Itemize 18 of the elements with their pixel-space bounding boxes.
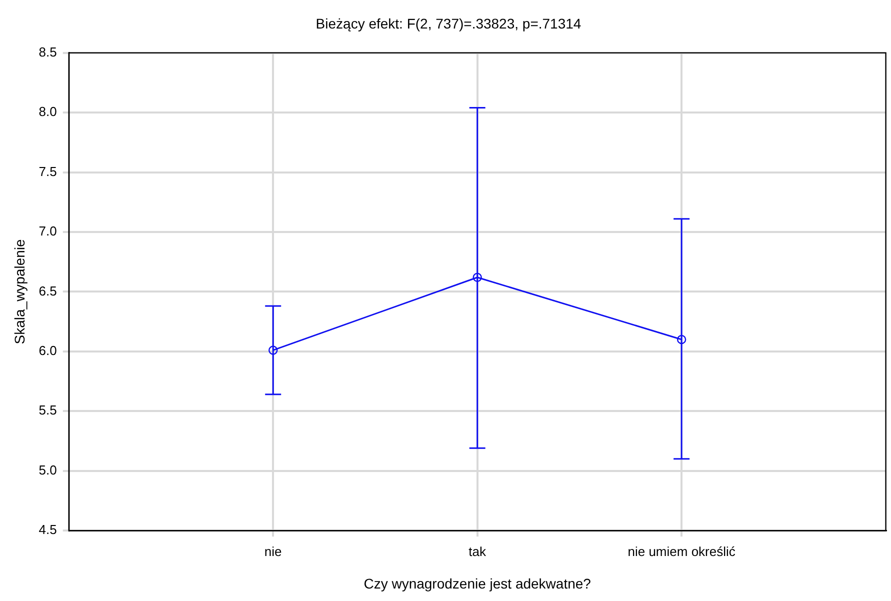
x-axis-title: Czy wynagrodzenie jest adekwatne? (364, 575, 592, 592)
x-tick-label: tak (468, 544, 487, 559)
y-tick-label: 8.5 (38, 44, 57, 60)
y-tick-label: 7.5 (38, 164, 57, 179)
point (268, 346, 278, 355)
y-tick-label: 7.0 (38, 224, 57, 239)
y-tick-label: 6.5 (38, 283, 57, 298)
y-tick-label: 8.0 (38, 104, 57, 120)
y-tick-label: 5.5 (38, 402, 57, 418)
y-tick-label: 6.0 (38, 343, 57, 358)
y-tick-label: 5.0 (38, 462, 57, 478)
y-axis-title: Skala_wypalenie (11, 238, 28, 344)
x-tick-label: nie (264, 544, 282, 559)
chart-title: Bieżący efekt: F(2, 737)=.33823, p=.71314 (316, 15, 582, 32)
y-tick-label: 4.5 (38, 522, 57, 538)
x-tick-label: nie umiem określić (628, 544, 736, 559)
point (472, 272, 482, 282)
point (676, 334, 686, 344)
